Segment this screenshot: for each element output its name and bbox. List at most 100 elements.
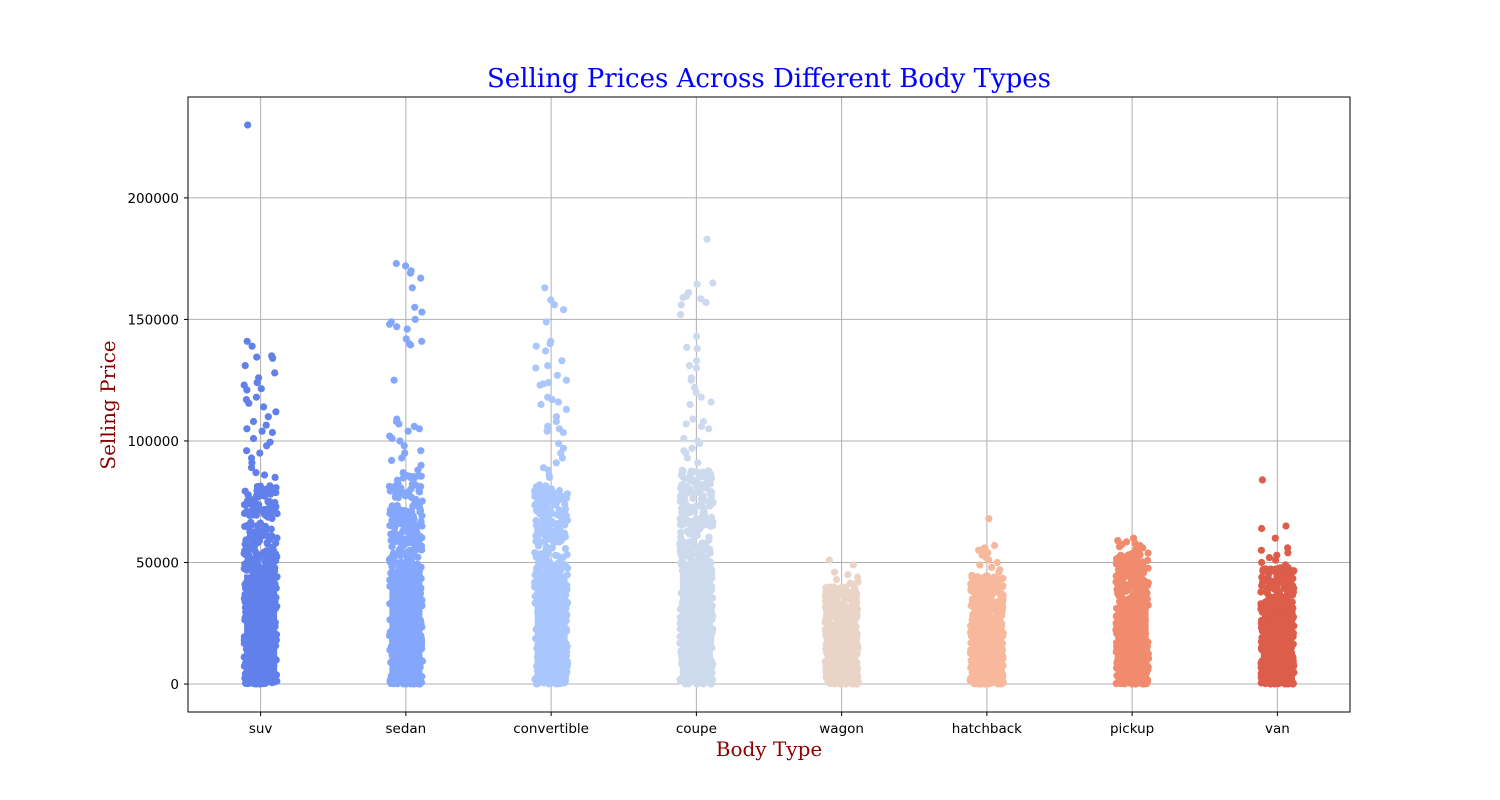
outlier-point xyxy=(247,464,256,472)
data-point xyxy=(968,601,976,609)
outlier-point xyxy=(558,357,566,365)
series-pickup xyxy=(1112,534,1153,688)
x-tick-label: sedan xyxy=(386,721,427,737)
outlier-point xyxy=(537,400,545,409)
data-point xyxy=(404,490,412,498)
data-point xyxy=(699,509,707,518)
outlier-point xyxy=(553,371,562,379)
x-tick-label: van xyxy=(1265,721,1290,737)
data-point xyxy=(1141,606,1149,614)
data-point xyxy=(702,484,711,492)
data-point xyxy=(1125,583,1133,592)
data-point xyxy=(1128,597,1136,605)
data-point xyxy=(685,509,694,517)
outlier-point xyxy=(705,425,713,433)
outlier-point xyxy=(262,421,270,429)
data-point xyxy=(849,598,857,606)
data-point xyxy=(688,550,696,558)
outlier-point xyxy=(697,295,705,303)
data-point xyxy=(551,551,560,559)
data-point xyxy=(832,587,840,596)
outlier-point xyxy=(260,471,269,479)
x-tick-label: wagon xyxy=(819,721,864,737)
data-point xyxy=(707,492,715,500)
data-point xyxy=(260,526,268,534)
x-tick-label: pickup xyxy=(1110,721,1154,737)
data-point xyxy=(557,566,565,575)
outlier-point xyxy=(1272,556,1280,564)
data-point xyxy=(998,603,1007,611)
data-point xyxy=(1265,577,1274,585)
data-point xyxy=(549,494,557,502)
data-point xyxy=(709,499,717,507)
ticks-layer: 0 50000 100000 150000 200000 suv sedan converti… xyxy=(127,191,1289,737)
data-point xyxy=(560,518,568,527)
series-van xyxy=(1257,476,1298,688)
data-point xyxy=(692,502,700,510)
outlier-point xyxy=(548,396,556,404)
data-point xyxy=(541,489,550,497)
data-point xyxy=(830,623,839,631)
outlier-point xyxy=(271,473,279,481)
data-point xyxy=(1139,562,1147,570)
x-tick-label: convertible xyxy=(513,721,589,737)
x-tick-label: coupe xyxy=(676,721,717,737)
data-point xyxy=(689,523,697,531)
data-point xyxy=(396,538,404,546)
outlier-point xyxy=(393,323,401,331)
outlier-point xyxy=(544,362,552,370)
data-point xyxy=(678,466,686,474)
data-point xyxy=(531,549,539,557)
data-point xyxy=(702,541,710,549)
data-point xyxy=(704,478,712,486)
data-point xyxy=(1288,605,1296,613)
outlier-point xyxy=(241,362,249,370)
outlier-point xyxy=(243,425,251,433)
outlier-point xyxy=(988,563,996,572)
data-point xyxy=(679,559,687,568)
data-point xyxy=(685,530,693,538)
data-point xyxy=(415,488,424,496)
outlier-point xyxy=(558,454,567,462)
data-point xyxy=(398,489,406,497)
outlier-point xyxy=(694,459,702,467)
data-point xyxy=(261,492,269,500)
data-point xyxy=(1277,611,1285,619)
outlier-point xyxy=(396,437,404,445)
data-point xyxy=(1290,567,1298,575)
data-point xyxy=(1139,569,1148,577)
outlier-point xyxy=(256,449,264,457)
strip-core xyxy=(389,569,423,685)
outlier-point xyxy=(252,469,260,477)
data-point xyxy=(1257,588,1265,596)
data-point xyxy=(1138,584,1146,592)
outlier-point xyxy=(679,293,687,302)
data-point xyxy=(532,507,541,515)
data-point xyxy=(538,503,546,511)
outlier-point xyxy=(268,428,276,437)
data-point xyxy=(266,482,274,490)
series-wagon xyxy=(821,556,862,688)
data-point xyxy=(848,604,856,612)
outlier-point xyxy=(385,320,394,328)
outlier-point xyxy=(407,341,415,349)
outlier-point xyxy=(532,342,540,350)
outlier-point xyxy=(1135,546,1143,554)
data-point xyxy=(392,486,400,494)
data-point xyxy=(418,522,426,530)
outlier-point xyxy=(1258,558,1266,567)
outlier-point xyxy=(995,568,1003,576)
outlier-point xyxy=(985,556,993,564)
outlier-point xyxy=(402,262,410,270)
outlier-point xyxy=(417,274,425,282)
data-point xyxy=(259,506,268,514)
data-point xyxy=(980,602,989,610)
series-sedan xyxy=(385,259,426,688)
data-point xyxy=(976,589,984,597)
outlier-point xyxy=(388,434,396,443)
outlier-point xyxy=(562,376,571,384)
data-point xyxy=(1273,572,1281,580)
outlier-point xyxy=(682,420,690,428)
data-point xyxy=(266,498,274,506)
data-point xyxy=(558,560,566,568)
